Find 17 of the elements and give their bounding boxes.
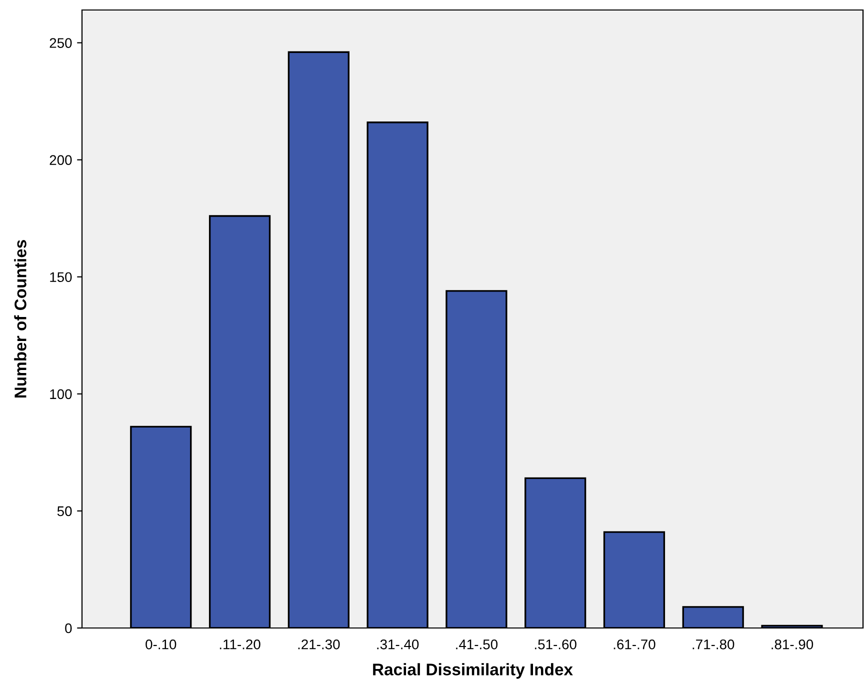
x-tick-label: 0-.10 xyxy=(146,639,176,650)
x-tick-label: .61-.70 xyxy=(614,639,656,650)
x-tick-label: .21-.30 xyxy=(298,639,340,650)
y-tick-label: 100 xyxy=(50,389,72,400)
x-tick-label: .41-.50 xyxy=(456,639,498,650)
x-tick-label: .11-.20 xyxy=(220,639,260,650)
y-tick-label: 250 xyxy=(50,38,72,48)
x-tick-label: .31-.40 xyxy=(377,639,419,650)
y-tick-label: 0 xyxy=(65,623,72,634)
x-tick-label: .51-.60 xyxy=(534,639,576,650)
x-tick-label: .71-.80 xyxy=(692,639,734,650)
y-axis-title: Number of Counties xyxy=(14,240,26,398)
y-tick-label: 200 xyxy=(50,155,72,165)
y-tick-label: 50 xyxy=(57,506,72,516)
x-axis-title: Racial Dissimilarity Index xyxy=(373,663,573,679)
x-tick-label: .81-.90 xyxy=(772,639,814,650)
y-tick-label: 150 xyxy=(50,272,72,282)
